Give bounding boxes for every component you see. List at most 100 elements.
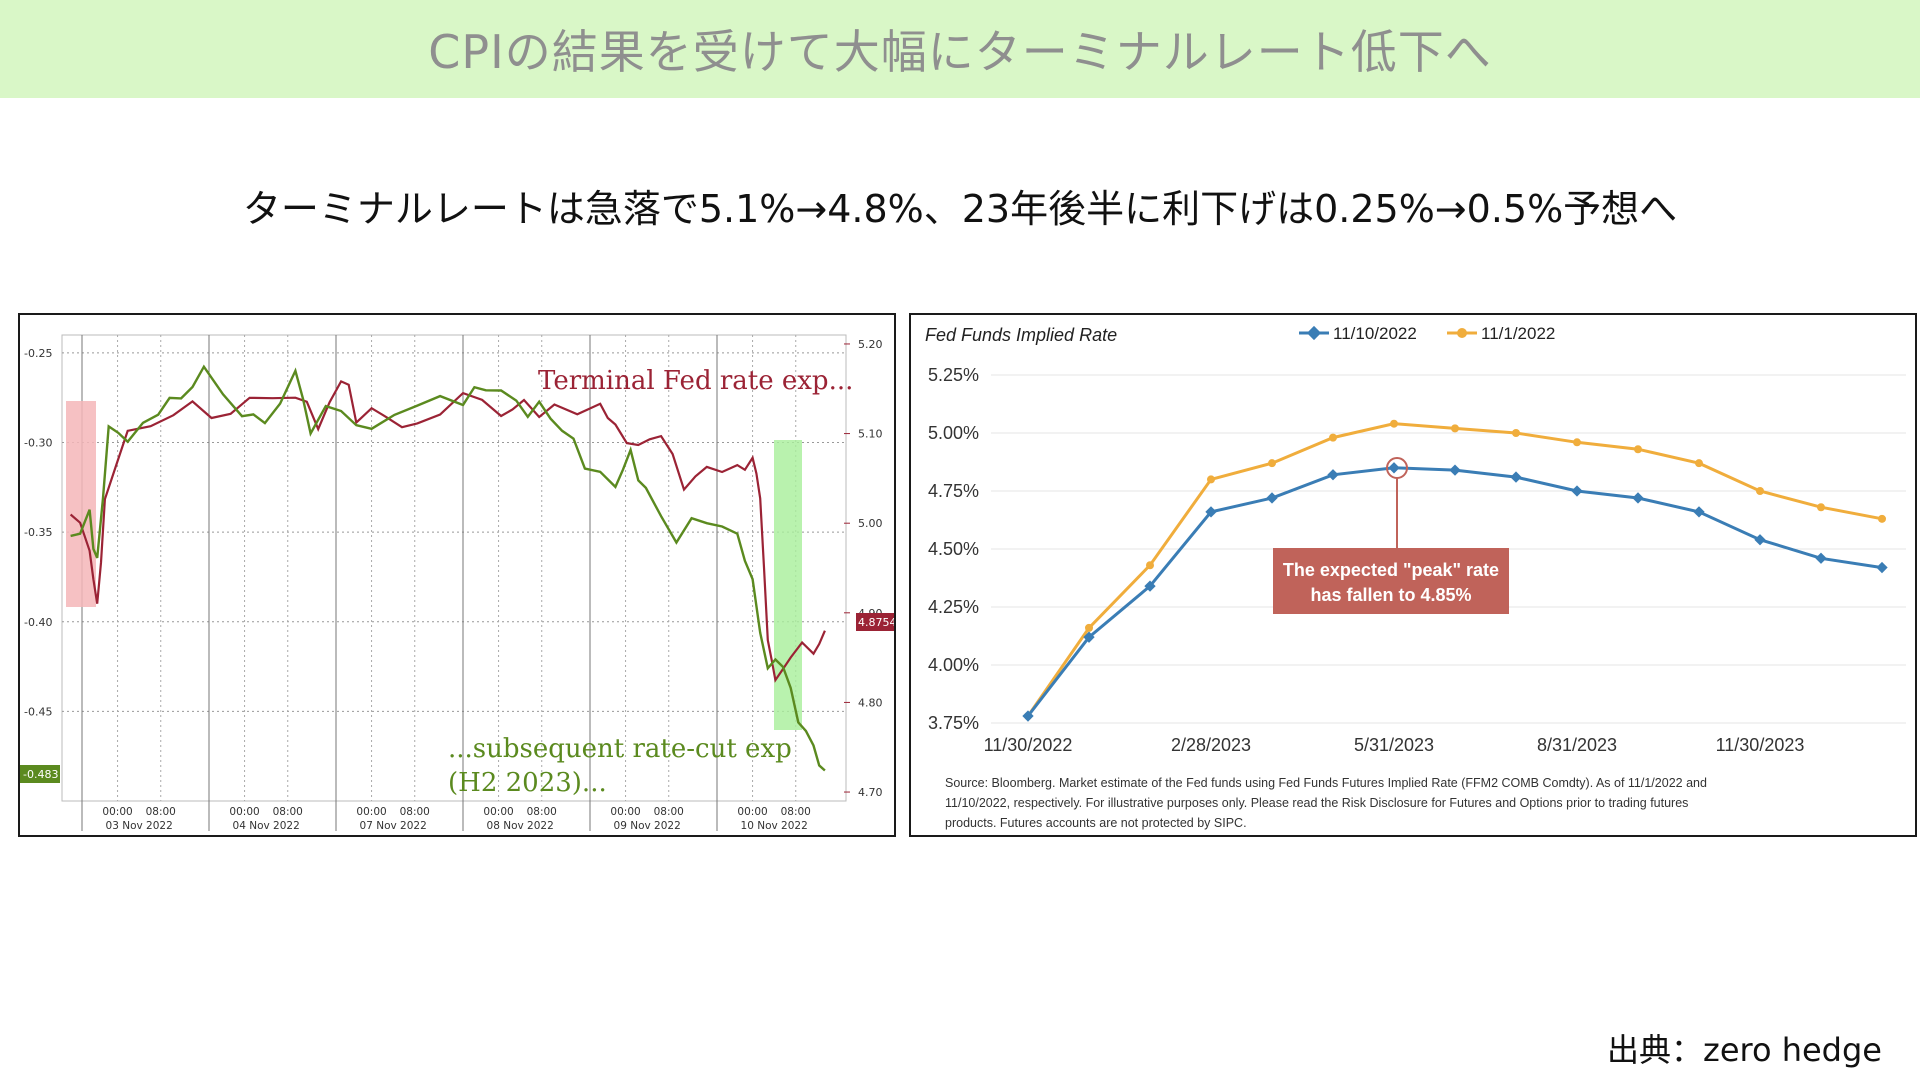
- x-tick-label: 11/30/2023: [1716, 735, 1805, 755]
- time-tick-label: 00:00: [102, 806, 132, 818]
- series-1110-point: [1144, 580, 1156, 592]
- slide-subtitle: ターミナルレートは急落で5.1%→4.8%、23年後半に利下げは0.25%→0.…: [242, 187, 1678, 231]
- series-1110-point: [1022, 710, 1034, 722]
- highlight-red-band: [66, 401, 96, 607]
- right-last-value-box: [856, 613, 894, 631]
- series-111-point: [1329, 433, 1337, 442]
- y-tick-label: 4.25%: [928, 597, 979, 617]
- right-tick-label: 5.00: [858, 517, 883, 530]
- right-tick-label: 4.80: [858, 696, 883, 709]
- series-111-point: [1512, 429, 1520, 437]
- day-tick-label: 09 Nov 2022: [614, 820, 681, 832]
- y-tick-label: 5.25%: [928, 365, 979, 385]
- time-tick-label: 08:00: [781, 806, 811, 818]
- series-111-point: [1634, 445, 1642, 454]
- series-1110-point: [1388, 462, 1400, 474]
- day-tick-label: 03 Nov 2022: [106, 820, 173, 832]
- left-tick-label: -0.25: [24, 347, 52, 360]
- time-tick-label: 08:00: [273, 806, 303, 818]
- series-111-point: [1451, 424, 1459, 433]
- y-tick-label: 4.50%: [928, 539, 979, 559]
- series-111-point: [1573, 438, 1581, 447]
- series-1110-point: [1815, 552, 1827, 564]
- series-1110-point: [1876, 561, 1888, 574]
- y-tick-label: 5.00%: [928, 423, 979, 443]
- x-tick-label: 5/31/2023: [1354, 735, 1434, 755]
- x-tick-label: 2/28/2023: [1171, 735, 1251, 755]
- y-tick-label: 4.00%: [928, 655, 979, 675]
- time-tick-label: 08:00: [527, 806, 557, 818]
- highlight-green-band: [774, 440, 802, 730]
- callout-text-line2: has fallen to 4.85%: [1310, 585, 1471, 605]
- series-111-point: [1146, 561, 1154, 570]
- source-note-line1: Source: Bloomberg. Market estimate of th…: [945, 776, 1707, 790]
- terminal-rate-chart-svg: -0.25 -0.30 -0.35 -0.40 -0.45 5.20 5.10 5.00 4.…: [20, 334, 894, 832]
- time-tick-label: 08:00: [400, 806, 430, 818]
- legend-marker-111: [1457, 328, 1467, 338]
- series-111-point: [1207, 475, 1215, 484]
- right-tick-label: 5.20: [858, 338, 883, 351]
- source-credit: 出典：zero hedge: [1607, 1031, 1882, 1069]
- rate-cut-series-line: [70, 364, 826, 772]
- series-1110-point: [1205, 506, 1217, 518]
- terminal-rate-series-line: [69, 379, 826, 683]
- legend: 11/10/2022 11/1/2022: [1299, 324, 1555, 343]
- source-note-line2: 11/10/2022, respectively. For illustrati…: [945, 796, 1688, 810]
- series-111-point: [1756, 487, 1764, 495]
- series-111-point: [1817, 503, 1825, 512]
- slide-title: CPIの結果を受けて大幅にターミナルレート低下へ: [428, 25, 1492, 79]
- y-tick-label: 4.75%: [928, 481, 979, 501]
- time-tick-label: 00:00: [737, 806, 767, 818]
- right-tick-label: 5.10: [858, 428, 883, 441]
- series-111-point: [1085, 623, 1093, 632]
- callout-box: [1273, 548, 1509, 614]
- x-tick-label: 8/31/2023: [1537, 735, 1617, 755]
- rate-cut-annotation-line2: (H2 2023)...: [448, 768, 607, 798]
- rate-cut-annotation-line1: ...subsequent rate-cut exp: [448, 734, 792, 764]
- day-tick-label: 10 Nov 2022: [741, 820, 808, 832]
- x-tick-label: 11/30/2022: [984, 735, 1073, 755]
- callout-text-line1: The expected "peak" rate: [1283, 560, 1499, 580]
- time-tick-label: 00:00: [483, 806, 513, 818]
- left-tick-label: -0.40: [24, 616, 52, 629]
- plot-frame: [61, 334, 847, 802]
- legend-label-111: 11/1/2022: [1481, 324, 1555, 343]
- series-1110-point: [1571, 485, 1583, 497]
- series-1110-point: [1510, 471, 1522, 483]
- series-1110-point: [1083, 631, 1095, 643]
- fed-funds-implied-rate-chart: Fed Funds Implied Rate 11/10/2022 11/1/2…: [909, 313, 1917, 837]
- series-111-point: [1878, 514, 1886, 523]
- chart-title: Fed Funds Implied Rate: [925, 325, 1117, 345]
- series-111-point: [1268, 459, 1276, 468]
- series-1110-point: [1693, 506, 1705, 518]
- slide-header: CPIの結果を受けて大幅にターミナルレート低下へ: [0, 0, 1920, 98]
- left-last-value-box: [20, 765, 60, 783]
- left-tick-label: -0.35: [24, 526, 52, 539]
- series-1110-point: [1632, 492, 1644, 504]
- source-note-line3: products. Futures accounts are not prote…: [945, 816, 1247, 830]
- terminal-rate-chart: -0.25 -0.30 -0.35 -0.40 -0.45 5.20 5.10 5.00 4.…: [18, 313, 896, 837]
- series-111-point: [1695, 459, 1703, 468]
- left-tick-label: -0.45: [24, 705, 52, 718]
- right-last-value-label: 4.8754: [858, 616, 894, 629]
- y-tick-label: 3.75%: [928, 713, 979, 733]
- fed-funds-chart-svg: Fed Funds Implied Rate 11/10/2022 11/1/2…: [925, 324, 1906, 830]
- left-tick-label: -0.30: [24, 437, 52, 450]
- time-tick-label: 00:00: [610, 806, 640, 818]
- left-last-value-label: -0.483: [23, 768, 58, 781]
- series-1110-point: [1754, 534, 1766, 546]
- right-tick-label: 4.70: [858, 786, 883, 799]
- legend-marker-1110: [1306, 325, 1322, 341]
- day-tick-label: 07 Nov 2022: [360, 820, 427, 832]
- series-111-point: [1390, 419, 1398, 428]
- series-1110-point: [1449, 464, 1461, 476]
- time-tick-label: 08:00: [654, 806, 684, 818]
- series-1110-point: [1266, 492, 1278, 504]
- day-tick-label: 04 Nov 2022: [233, 820, 300, 832]
- time-tick-label: 08:00: [146, 806, 176, 818]
- legend-label-1110: 11/10/2022: [1333, 324, 1417, 343]
- time-tick-label: 00:00: [356, 806, 386, 818]
- time-tick-label: 00:00: [229, 806, 259, 818]
- series-1110-point: [1327, 469, 1339, 481]
- terminal-rate-annotation: Terminal Fed rate exp...: [538, 366, 853, 396]
